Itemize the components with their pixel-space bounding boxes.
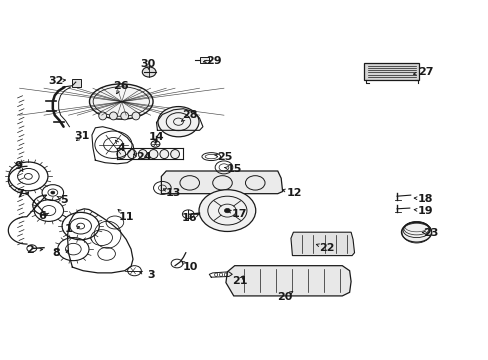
Text: 8: 8 [52, 248, 60, 258]
Text: 1: 1 [64, 224, 72, 234]
Text: 31: 31 [74, 131, 90, 141]
Polygon shape [161, 171, 282, 194]
Ellipse shape [109, 112, 117, 120]
Text: 21: 21 [231, 276, 247, 286]
Polygon shape [290, 232, 354, 256]
Text: 13: 13 [165, 188, 181, 198]
Ellipse shape [127, 150, 136, 158]
Text: 3: 3 [147, 270, 155, 280]
Text: 29: 29 [206, 56, 222, 66]
Text: 9: 9 [15, 161, 22, 171]
Ellipse shape [99, 112, 106, 120]
Text: 25: 25 [217, 152, 232, 162]
Bar [72, 79, 81, 87]
Text: 7: 7 [17, 189, 24, 199]
Circle shape [142, 67, 156, 77]
Ellipse shape [117, 150, 125, 158]
Text: 5: 5 [60, 195, 67, 205]
Text: 6: 6 [38, 211, 46, 221]
Ellipse shape [160, 150, 168, 158]
Text: 24: 24 [136, 152, 152, 162]
Text: 16: 16 [182, 213, 197, 223]
Ellipse shape [132, 112, 140, 120]
Text: 22: 22 [318, 243, 334, 253]
Text: 19: 19 [417, 206, 432, 216]
Text: 32: 32 [48, 76, 64, 86]
Text: 4: 4 [117, 143, 125, 153]
Text: 30: 30 [140, 59, 155, 69]
Text: 10: 10 [183, 262, 198, 272]
Circle shape [158, 107, 199, 137]
Circle shape [199, 190, 255, 231]
Text: 28: 28 [182, 110, 197, 120]
Circle shape [51, 191, 55, 194]
Text: 17: 17 [231, 209, 247, 219]
Ellipse shape [121, 112, 128, 120]
Text: 23: 23 [422, 228, 437, 238]
Text: 12: 12 [286, 188, 302, 198]
Polygon shape [225, 266, 350, 296]
Ellipse shape [89, 84, 153, 119]
Bar [199, 57, 209, 63]
Text: 20: 20 [276, 292, 292, 302]
Text: 27: 27 [417, 67, 432, 77]
Text: 18: 18 [417, 194, 432, 204]
Ellipse shape [138, 150, 147, 158]
Text: 26: 26 [113, 81, 129, 91]
Text: 11: 11 [118, 212, 134, 222]
Text: 15: 15 [226, 164, 242, 174]
Ellipse shape [170, 150, 179, 158]
Text: 14: 14 [148, 132, 164, 142]
Text: 2: 2 [26, 245, 34, 255]
Bar [364, 63, 418, 80]
Ellipse shape [149, 150, 158, 158]
Ellipse shape [401, 222, 431, 242]
Circle shape [224, 208, 230, 213]
